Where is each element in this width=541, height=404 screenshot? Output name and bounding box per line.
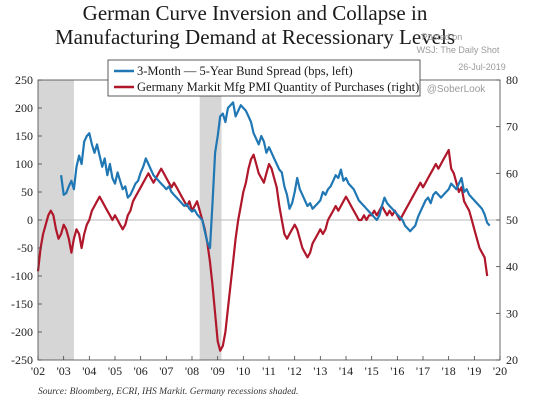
x-tick-label: '13 [313,364,327,378]
x-tick-label: '04 [82,364,96,378]
right-tick-label: 50 [506,213,518,227]
x-tick-label: '20 [493,364,507,378]
pmi-series-line [36,148,489,352]
x-tick-label: '16 [390,364,404,378]
left-tick-label: 150 [15,129,33,143]
x-tick-label: '05 [108,364,122,378]
right-tick-label: 30 [506,306,518,320]
series-layer [36,101,491,352]
x-tick-label: '02 [31,364,45,378]
x-tick-label: '08 [185,364,199,378]
x-tick-label: '10 [236,364,250,378]
legend-label-spread: 3-Month — 5-Year Bund Spread (bps, left) [137,64,353,78]
x-tick-label: '19 [467,364,481,378]
x-tick-label: '18 [442,364,456,378]
x-axis: '02 '03 '04 '05 '06 '07 '08 '09 '10 '11 '12 '13 '14 '… [31,356,507,378]
x-tick-label: '06 [134,364,148,378]
watermark-handle: @SoberLook [427,84,487,95]
x-tick-label: '07 [159,364,173,378]
chart-title-line-2: Manufacturing Demand at Recessionary Lev… [55,25,455,49]
legend-label-pmi: Germany Markit Mfg PMI Quantity of Purch… [137,80,419,94]
watermark-posted-on: Posted on [422,32,463,42]
left-tick-label: 100 [15,157,33,171]
x-tick-label: '17 [416,364,430,378]
left-tick-label: -50 [17,241,33,255]
right-tick-label: 20 [506,353,518,367]
left-tick-label: 200 [15,101,33,115]
right-axis: 20 30 40 50 60 70 80 [496,73,518,367]
x-tick-label: '12 [288,364,302,378]
left-tick-label: 0 [27,213,33,227]
left-axis: -250 -200 -150 -100 -50 0 50 100 150 200 250 [11,73,42,367]
left-tick-label: -250 [11,353,33,367]
chart-title-line-1: German Curve Inversion and Collapse in [83,1,428,25]
left-tick-label: -200 [11,325,33,339]
x-tick-label: '15 [365,364,379,378]
x-tick-label: '14 [339,364,353,378]
watermark-date: 26-Jul-2019 [458,62,506,72]
x-tick-label: '09 [211,364,225,378]
watermark-source: WSJ: The Daily Shot [417,45,500,55]
spread-series-line [60,101,491,250]
right-tick-label: 40 [506,260,518,274]
right-tick-label: 80 [506,73,518,87]
left-tick-label: -100 [11,269,33,283]
legend-box [107,59,421,97]
left-tick-label: 50 [21,185,33,199]
x-tick-label: '03 [57,364,71,378]
x-tick-label: '11 [262,364,276,378]
legend: 3-Month — 5-Year Bund Spread (bps, left)… [107,59,421,97]
left-tick-label: -150 [11,297,33,311]
right-tick-label: 60 [506,166,518,180]
right-tick-label: 70 [506,120,518,134]
left-tick-label: 250 [15,73,33,87]
source-note: Source: Bloomberg, ECRI, IHS Markit. Ger… [38,387,298,397]
